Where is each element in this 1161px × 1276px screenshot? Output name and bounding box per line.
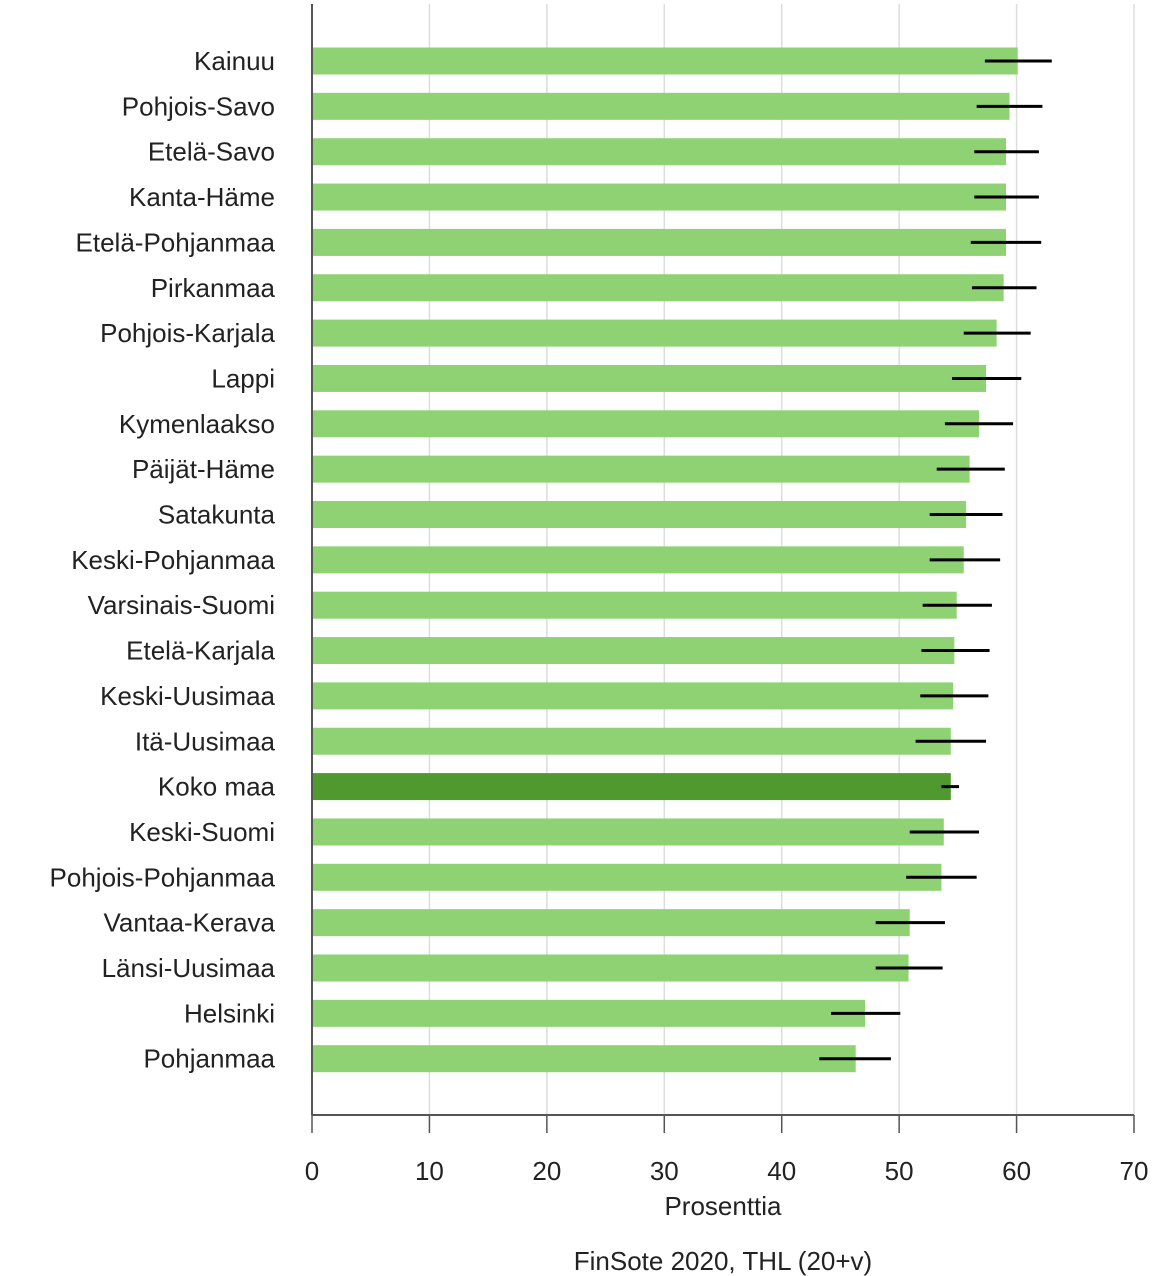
x-tick-label: 70 [1120,1156,1149,1186]
x-axis-title: Prosenttia [664,1191,782,1221]
x-tick-labels: 0 10 20 30 40 50 60 70 [305,1115,1149,1186]
category-label: Päijät-Häme [132,454,275,484]
category-label: Etelä-Pohjanmaa [76,227,276,257]
bar [312,1045,856,1073]
category-label: Helsinki [184,998,275,1028]
bar [312,274,1004,302]
bar-highlight [312,773,951,801]
bar [312,863,942,891]
bars [312,47,1018,1073]
category-label: Keski-Uusimaa [100,681,275,711]
category-label: Satakunta [158,500,276,530]
bar [312,92,1010,120]
x-tick-label: 30 [650,1156,679,1186]
category-label: Pirkanmaa [151,273,276,303]
category-label: Vantaa-Kerava [103,908,275,938]
category-label: Keski-Suomi [129,817,275,847]
bar [312,954,909,982]
bar [312,228,1007,256]
category-label: Varsinais-Suomi [88,590,275,620]
bar [312,546,964,574]
bar [312,501,967,528]
axes [311,4,1134,1116]
bar [312,47,1018,75]
category-label: Kanta-Häme [129,182,275,212]
category-label: Kymenlaakso [119,409,275,439]
bar [312,455,970,483]
category-labels: Kainuu Pohjois-Savo Etelä-Savo Kanta-Häme Et… [50,46,276,1074]
category-label: Kainuu [194,46,275,76]
bar [312,637,955,665]
category-label: Itä-Uusimaa [135,726,276,756]
x-tick-label: 50 [885,1156,914,1186]
bar [312,682,954,710]
category-label: Etelä-Karjala [126,636,275,666]
bar [312,319,997,347]
category-label: Pohjois-Savo [122,91,275,121]
x-tick-label: 60 [1002,1156,1031,1186]
category-label: Lappi [211,363,275,393]
category-label: Etelä-Savo [148,137,275,167]
category-label: Koko maa [158,772,276,802]
category-label: Länsi-Uusimaa [102,953,276,983]
bar [312,410,979,438]
x-tick-label: 0 [305,1156,319,1186]
error-bars [819,59,1052,1061]
x-tick-label: 20 [532,1156,561,1186]
category-label: Pohjois-Pohjanmaa [50,862,276,892]
source-note: FinSote 2020, THL (20+v) [574,1246,872,1276]
bar [312,909,910,937]
category-label: Keski-Pohjanmaa [71,545,275,575]
bar [312,727,951,755]
x-tick-label: 40 [767,1156,796,1186]
category-label: Pohjois-Karjala [100,318,275,348]
bar [312,591,957,619]
bar [312,999,866,1027]
x-tick-label: 10 [415,1156,444,1186]
category-label: Pohjanmaa [143,1044,275,1074]
bar [312,183,1007,211]
bar [312,818,944,846]
bar [312,138,1007,166]
bar [312,364,987,392]
